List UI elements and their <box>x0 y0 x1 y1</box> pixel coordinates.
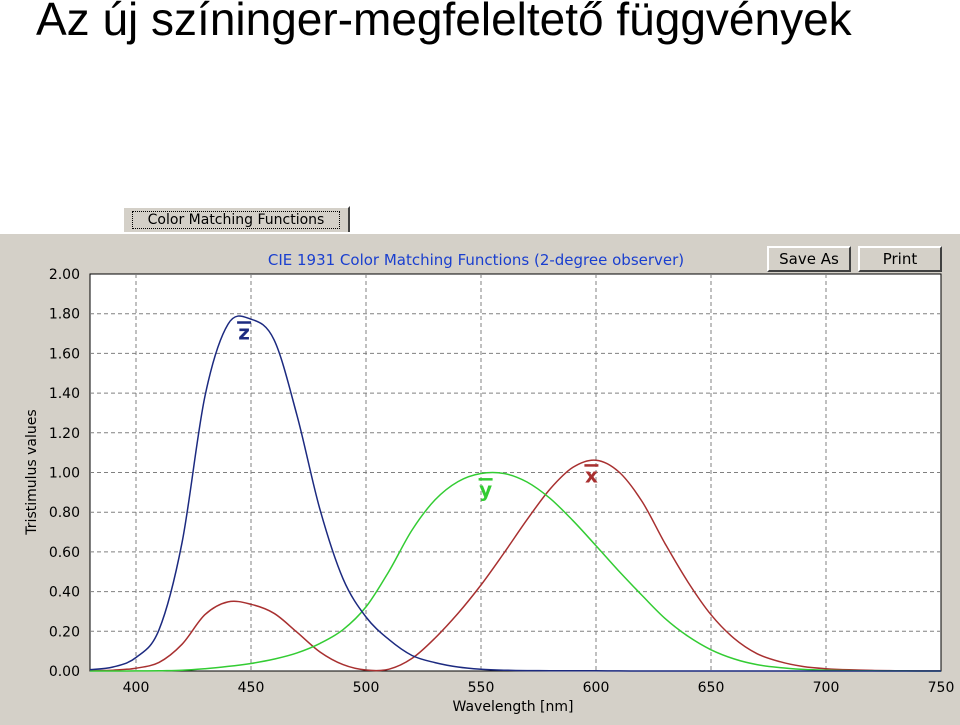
tab-label: Color Matching Functions <box>132 211 340 229</box>
x-tick-label-1: 450 <box>238 680 265 696</box>
curve-label-z: z <box>238 321 250 345</box>
x-tick-label-0: 400 <box>123 680 150 696</box>
grid <box>90 274 941 671</box>
x-tick-label-6: 700 <box>813 680 840 696</box>
series-y-bar <box>90 471 941 672</box>
y-tick-label-1: 0.20 <box>49 624 80 640</box>
y-tick-label-5: 1.00 <box>49 466 80 482</box>
y-tick-label-7: 1.40 <box>49 386 80 402</box>
x-axis-title: Wavelength [nm] <box>453 699 574 715</box>
y-tick-label-10: 2.00 <box>49 267 80 283</box>
y-axis-title: Tristimulus values <box>24 409 40 535</box>
series-lines <box>89 315 941 672</box>
chart-title: CIE 1931 Color Matching Functions (2-deg… <box>268 251 684 269</box>
x-tick-label-3: 550 <box>468 680 495 696</box>
print-button[interactable]: Print <box>858 246 942 272</box>
series-x-bar <box>89 459 941 672</box>
y-tick-label-8: 1.60 <box>49 346 80 362</box>
y-tick-label-2: 0.40 <box>49 585 80 601</box>
x-tick-labels: 400 450 500 550 600 650 700 750 <box>123 680 955 696</box>
curve-label-x: x <box>585 463 598 487</box>
x-tick-label-7: 750 <box>928 680 955 696</box>
save-as-button[interactable]: Save As <box>767 246 851 272</box>
y-tick-labels: 0.00 0.20 0.40 0.60 0.80 1.00 1.20 1.40 1.60 1.80… <box>49 267 80 680</box>
y-tick-label-3: 0.60 <box>49 545 80 561</box>
x-tick-label-4: 600 <box>583 680 610 696</box>
x-tick-label-5: 650 <box>698 680 725 696</box>
x-tick-label-2: 500 <box>353 680 380 696</box>
slide-title: Az új színinger-megfeleltető függvények <box>36 0 852 45</box>
y-tick-label-0: 0.00 <box>49 664 80 680</box>
y-tick-label-9: 1.80 <box>49 307 80 323</box>
curve-label-y: y <box>479 477 492 501</box>
tab-color-matching-functions[interactable]: Color Matching Functions <box>122 206 350 232</box>
y-tick-label-6: 1.20 <box>49 426 80 442</box>
curve-labels: z y x <box>237 321 599 501</box>
series-z-bar <box>89 315 941 672</box>
y-tick-label-4: 0.80 <box>49 505 80 521</box>
